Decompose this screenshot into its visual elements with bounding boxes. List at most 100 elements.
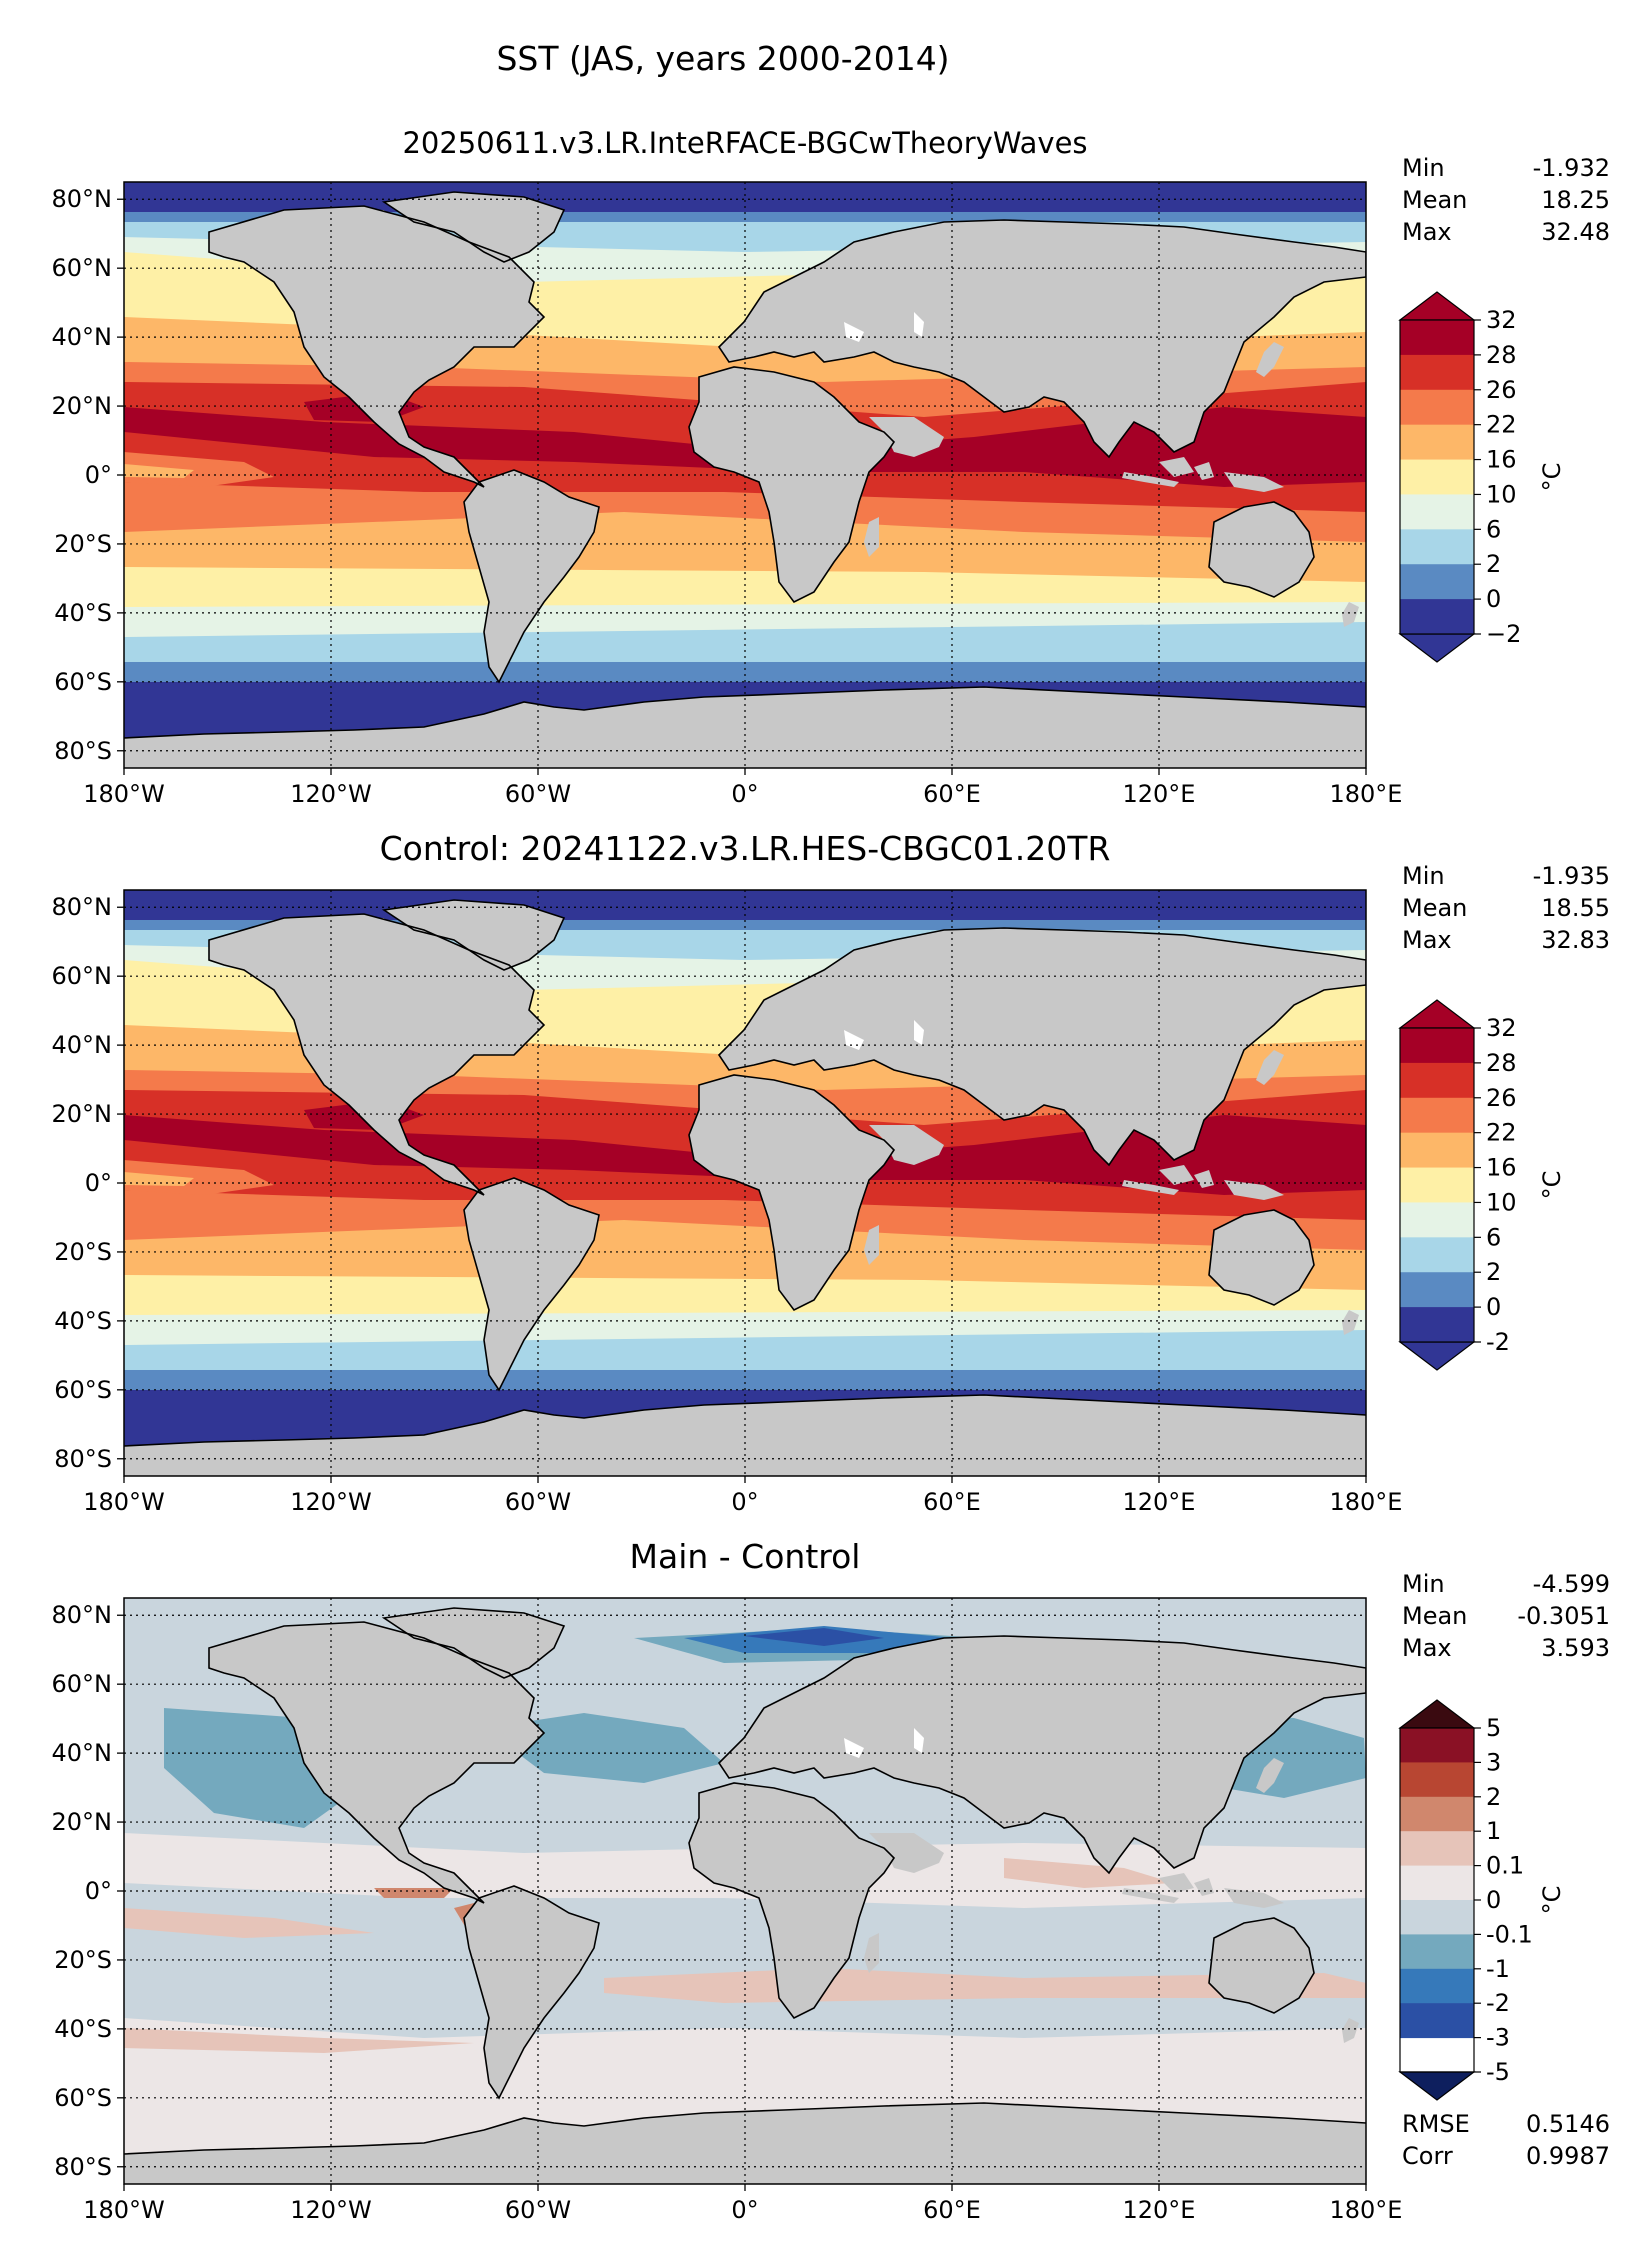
lon-tick-label: 120°E [1123,2196,1196,2224]
colorbar-segment [1400,564,1474,600]
colorbar-segment [1400,1167,1474,1203]
colorbar-tick-label: -1 [1486,1955,1510,1983]
colorbar-extend-min [1398,2071,1476,2101]
lat-tick-label: 60°S [54,2084,112,2112]
lon-tick-label: 120°W [290,780,372,808]
colorbar-tick-label: 22 [1486,1119,1517,1147]
lat-tick-label: 80°S [54,1445,112,1473]
lat-tick-label: 40°N [52,1031,113,1059]
colorbar-tick-label: 16 [1486,446,1517,474]
panel-control: Control: 20241122.v3.LR.HES-CBGC01.20TR … [52,829,1611,1516]
lon-tick-label: 0° [731,780,758,808]
stat-min-value: -1.935 [1533,862,1610,890]
lon-tick-label: 120°W [290,2196,372,2224]
colorbar-tick-label: 0 [1486,585,1501,613]
colorbar-tick-label: 22 [1486,411,1517,439]
stat-max-label: Max [1402,1634,1452,1662]
lat-tick-label: 20°N [52,392,113,420]
colorbar-tick-label: -3 [1486,2024,1510,2052]
stat-min-label: Min [1402,154,1445,182]
lon-tick-label: 180°W [83,780,165,808]
stat-min-value: -1.932 [1533,154,1610,182]
lat-tick-label: 40°N [52,323,113,351]
colorbar-extend-min [1398,1341,1476,1371]
panel-test: 20250611.v3.LR.InteRFACE-BGCwTheoryWaves… [52,126,1611,808]
metrics-box: RMSE 0.5146 Corr 0.9987 [1402,2110,1610,2170]
stats-box: Min -4.599 Mean -0.3051 Max 3.593 [1402,1570,1610,1662]
lon-axis: 180°W 120°W 60°W 0° 60°E 120°E 180°E [83,768,1402,808]
rmse-label: RMSE [1402,2110,1470,2138]
colorbar-segment [1400,354,1474,391]
lon-tick-label: 180°E [1330,2196,1403,2224]
colorbar-segment [1400,599,1474,635]
colorbar-tick-label: 0 [1486,1886,1501,1914]
stat-max-value: 32.83 [1541,926,1610,954]
rmse-value: 0.5146 [1526,2110,1610,2138]
panel-difference: Main - Control 80°N 60°N 40°N 20°N 0° 20°S 40°… [52,1537,1611,2224]
lat-tick-label: 40°S [54,2015,112,2043]
lat-tick-label: 40°S [54,1307,112,1335]
lon-tick-label: 0° [731,2196,758,2224]
lat-tick-label: 0° [85,461,112,489]
lon-tick-label: 120°W [290,1488,372,1516]
lat-tick-label: 80°S [54,2153,112,2181]
colorbar-segment [1400,1796,1474,1832]
colorbar-segment [1400,1900,1474,1935]
colorbar-segment [1400,424,1474,461]
lon-tick-label: 60°W [505,2196,571,2224]
colorbar-segment [1400,1728,1474,1763]
stats-box: Min -1.935 Mean 18.55 Max 32.83 [1402,862,1610,954]
colorbar-segment [1400,529,1474,565]
lat-tick-label: 0° [85,1169,112,1197]
lat-tick-label: 60°N [52,962,113,990]
lat-tick-label: 20°S [54,530,112,558]
lon-tick-label: 60°E [923,1488,981,1516]
colorbar-segment [1400,1202,1474,1238]
colorbar-tick-label: 16 [1486,1154,1517,1182]
colorbar-segment [1400,1307,1474,1343]
panel-title: Control: 20241122.v3.LR.HES-CBGC01.20TR [380,829,1111,868]
stat-mean-value: 18.25 [1541,186,1610,214]
map-area: 80°N 60°N 40°N 20°N 0° 20°S 40°S 60°S 80°S 180°W… [52,181,1402,808]
stat-mean-label: Mean [1402,894,1467,922]
lon-tick-label: 60°E [923,2196,981,2224]
corr-value: 0.9987 [1526,2142,1610,2170]
figure-title: SST (JAS, years 2000-2014) [496,39,949,78]
lon-axis: 180°W 120°W 60°W 0° 60°E 120°E 180°E [83,2184,1402,2224]
corr-label: Corr [1402,2142,1453,2170]
colorbar-tick-label: -2 [1486,1328,1510,1356]
lon-tick-label: 60°E [923,780,981,808]
lat-tick-label: 80°N [52,185,113,213]
colorbar-units-label: °C [1538,1886,1566,1915]
lat-tick-label: 80°N [52,893,113,921]
colorbar-frame [1399,1027,1475,1343]
colorbar-tick-label: 26 [1486,1084,1517,1112]
colorbar-extend-min [1398,633,1476,663]
lat-tick-label: 60°S [54,1376,112,1404]
colorbar-tick-label: 6 [1486,515,1501,543]
colorbar-segment [1400,1831,1474,1867]
colorbar-segment [1400,1934,1474,1970]
stat-mean-value: 18.55 [1541,894,1610,922]
colorbar: 5 3 2 1 0.1 0 -0.1 -1 -2 -3 -5 °C [1398,1699,1566,2101]
colorbar-segment [1400,2003,1474,2039]
lat-axis: 80°N 60°N 40°N 20°N 0° 20°S 40°S 60°S 80°S [52,1601,124,2181]
colorbar-segment [1400,1028,1474,1064]
stat-mean-label: Mean [1402,1602,1467,1630]
colorbar-segment [1400,1132,1474,1169]
lon-axis: 180°W 120°W 60°W 0° 60°E 120°E 180°E [83,1476,1402,1516]
lon-tick-label: 180°E [1330,1488,1403,1516]
colorbar-tick-label: 3 [1486,1748,1501,1776]
stats-box: Min -1.932 Mean 18.25 Max 32.48 [1402,154,1610,246]
lat-tick-label: 20°S [54,1946,112,1974]
lat-tick-label: 40°N [52,1739,113,1767]
colorbar-segment [1400,1865,1474,1901]
lat-tick-label: 60°N [52,254,113,282]
colorbar-tick-label: 32 [1486,306,1517,334]
colorbar-segment [1400,459,1474,495]
colorbar-tick-label: 5 [1486,1714,1501,1742]
colorbar-tick-label: 0 [1486,1293,1501,1321]
stat-min-label: Min [1402,1570,1445,1598]
colorbar-tick-label: 28 [1486,1049,1517,1077]
